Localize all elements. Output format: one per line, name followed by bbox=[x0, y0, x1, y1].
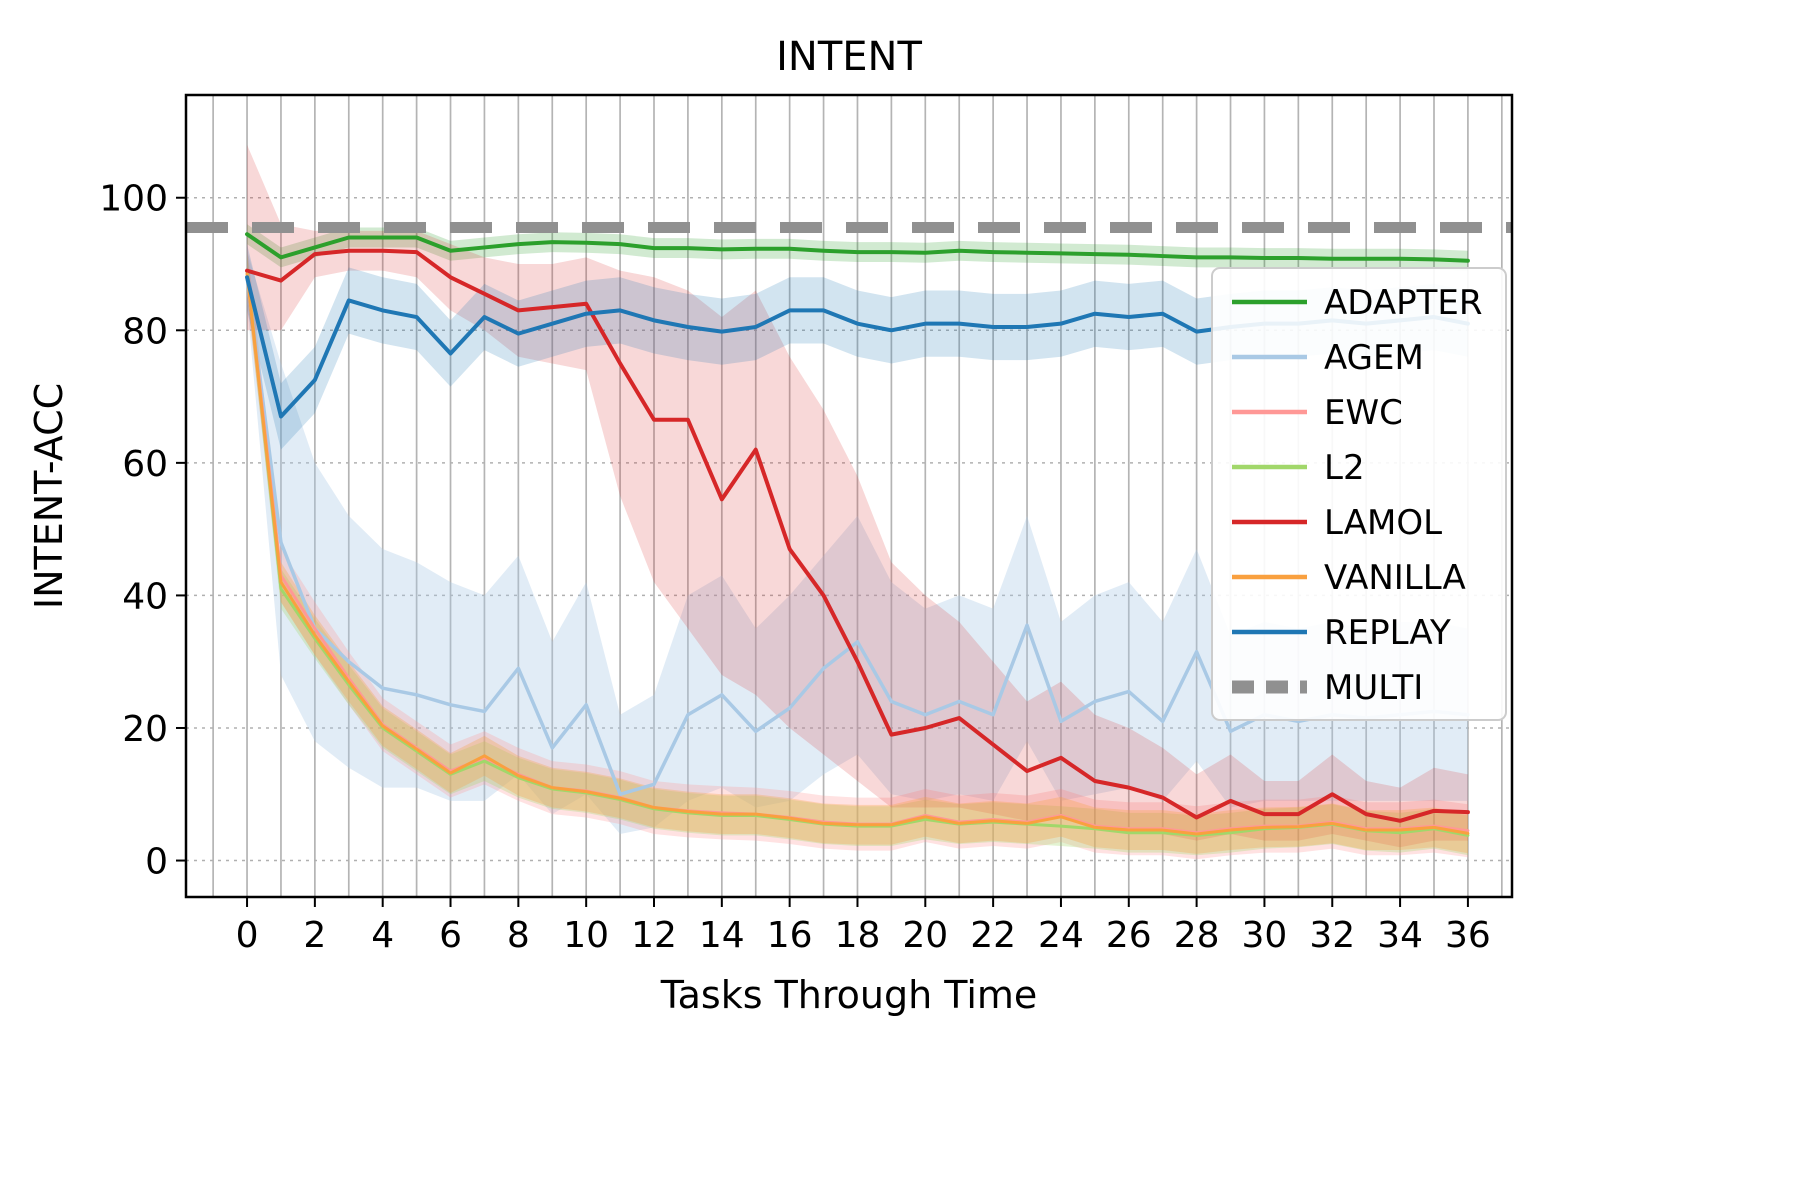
band-agem bbox=[247, 250, 1468, 835]
series-line-vanilla bbox=[245, 272, 1470, 836]
x-tick-label: 22 bbox=[970, 915, 1016, 956]
y-axis-label: INTENT-ACC bbox=[27, 383, 71, 609]
x-tick-label: 10 bbox=[563, 915, 609, 956]
y-tick-label: 100 bbox=[99, 179, 168, 220]
x-tick-label: 36 bbox=[1445, 915, 1491, 956]
series-line-lamol bbox=[245, 248, 1470, 823]
legend-box bbox=[1211, 267, 1507, 721]
x-tick-label: 20 bbox=[902, 915, 948, 956]
legend-item-agem: AGEM bbox=[1232, 338, 1424, 378]
x-tick-label: 32 bbox=[1309, 915, 1355, 956]
x-tick-label: 6 bbox=[439, 915, 462, 956]
band-lamol bbox=[247, 144, 1468, 848]
legend: ADAPTER AGEM EWC L2 LAMOL VANILLA REPLAY MULTI bbox=[1211, 267, 1507, 721]
legend-item-adapter: ADAPTER bbox=[1232, 283, 1482, 323]
legend-item-multi: MULTI bbox=[1232, 668, 1423, 708]
x-tick-label: 12 bbox=[631, 915, 677, 956]
series-line-adapter bbox=[245, 232, 1470, 263]
legend-item-l2: L2 bbox=[1232, 448, 1365, 488]
x-tick-label: 26 bbox=[1106, 915, 1152, 956]
x-tick-label: 8 bbox=[507, 915, 530, 956]
x-tick-label: 34 bbox=[1377, 915, 1423, 956]
chart-title: INTENT bbox=[776, 34, 922, 80]
legend-label-replay: REPLAY bbox=[1324, 613, 1451, 653]
legend-item-replay: REPLAY bbox=[1232, 613, 1451, 653]
legend-label-adapter: ADAPTER bbox=[1324, 283, 1482, 323]
legend-label-agem: AGEM bbox=[1324, 338, 1424, 378]
plot-frame bbox=[184, 93, 1514, 899]
x-tick-label: 28 bbox=[1174, 915, 1220, 956]
legend-label-l2: L2 bbox=[1324, 448, 1365, 488]
axes: 0 2 4 6 8 10 12 14 16 18 20 22 24 26 28 30 32 34 360204060… bbox=[99, 93, 1514, 956]
legend-item-vanilla: VANILLA bbox=[1232, 558, 1466, 598]
legend-label-lamol: LAMOL bbox=[1324, 503, 1442, 543]
y-tick-label: 0 bbox=[145, 842, 168, 883]
x-tick-label: 0 bbox=[236, 915, 259, 956]
x-tick-label: 16 bbox=[767, 915, 813, 956]
x-tick-label: 30 bbox=[1242, 915, 1288, 956]
y-tick-label: 40 bbox=[122, 576, 168, 617]
x-axis-label: Tasks Through Time bbox=[660, 973, 1038, 1017]
x-tick-label: 4 bbox=[371, 915, 394, 956]
legend-item-ewc: EWC bbox=[1232, 393, 1403, 433]
legend-label-multi: MULTI bbox=[1324, 668, 1423, 708]
legend-label-ewc: EWC bbox=[1324, 393, 1403, 433]
x-tick-label: 14 bbox=[699, 915, 745, 956]
x-tick-label: 2 bbox=[303, 915, 326, 956]
confidence-bands bbox=[247, 144, 1468, 860]
band-adapter bbox=[247, 224, 1468, 271]
legend-item-lamol: LAMOL bbox=[1232, 503, 1442, 543]
x-tick-label: 24 bbox=[1038, 915, 1084, 956]
y-tick-label: 20 bbox=[122, 709, 168, 750]
x-tick-label: 18 bbox=[835, 915, 881, 956]
band-replay bbox=[247, 244, 1468, 450]
legend-label-vanilla: VANILLA bbox=[1324, 558, 1466, 598]
y-tick-label: 60 bbox=[122, 444, 168, 485]
y-tick-label: 80 bbox=[122, 311, 168, 352]
